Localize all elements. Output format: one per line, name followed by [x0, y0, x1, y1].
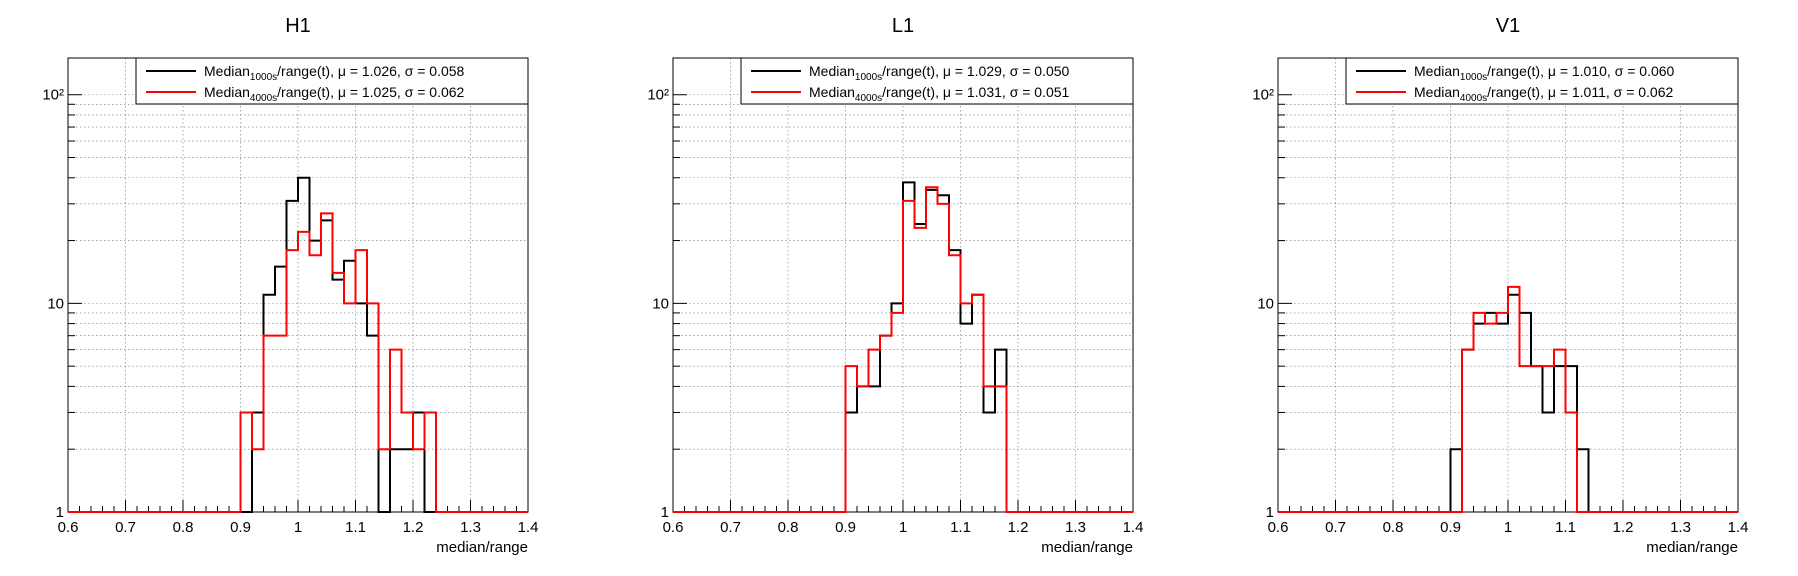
x-axis-ticks	[1277, 500, 1739, 512]
chart-title: L1	[892, 15, 914, 37]
x-tick-label: 1.2	[403, 519, 424, 536]
y-tick-label: 10²	[1252, 87, 1274, 104]
x-tick-label: 0.6	[58, 519, 79, 536]
x-tick-label: 1.3	[460, 519, 481, 536]
y-tick-label: 1	[56, 504, 64, 521]
histogram-series-4000s	[68, 212, 528, 513]
legend-box	[1345, 57, 1739, 105]
legend-box	[135, 57, 529, 105]
x-tick-label: 1.2	[1008, 519, 1029, 536]
legend-entry: Median4000s/range(t), μ = 1.025, σ = 0.0…	[204, 84, 465, 104]
x-tick-label: 0.6	[1268, 519, 1289, 536]
x-axis-label: median/range	[1041, 539, 1133, 556]
y-axis-ticks	[673, 94, 687, 513]
y-tick-label: 1	[1266, 504, 1274, 521]
y-axis-ticks	[1278, 94, 1292, 513]
x-tick-label: 0.9	[1440, 519, 1461, 536]
legend: Median1000s/range(t), μ = 1.010, σ = 0.0…	[1345, 57, 1739, 105]
chart-title: H1	[285, 15, 311, 37]
x-tick-label: 1.4	[1728, 519, 1749, 536]
y-tick-label: 10	[652, 295, 669, 312]
grid-lines	[68, 58, 528, 512]
x-tick-label: 0.8	[173, 519, 194, 536]
x-axis-label: median/range	[1646, 539, 1738, 556]
histogram-series-1000s	[68, 176, 528, 513]
grid-lines	[1278, 58, 1738, 512]
chart-panel-h1: H1 0.6 0.7 0.8 0.9 1 1.1 1.2 1.3 1.4 1 10 10² median/…	[42, 15, 538, 556]
x-tick-label: 0.8	[778, 519, 799, 536]
y-axis-ticks	[68, 94, 82, 513]
y-tick-label: 10	[47, 295, 64, 312]
legend-entry: Median4000s/range(t), μ = 1.011, σ = 0.0…	[1414, 84, 1674, 104]
legend-entry: Median1000s/range(t), μ = 1.010, σ = 0.0…	[1414, 63, 1675, 83]
x-tick-label: 0.7	[1325, 519, 1346, 536]
x-tick-label: 0.9	[230, 519, 251, 536]
x-tick-label: 1.3	[1670, 519, 1691, 536]
legend-box	[740, 57, 1134, 105]
y-tick-label: 1	[661, 504, 669, 521]
x-tick-label: 1.4	[1123, 519, 1144, 536]
x-axis-label: median/range	[436, 539, 528, 556]
x-tick-label: 0.8	[1383, 519, 1404, 536]
chart-title: V1	[1496, 15, 1520, 37]
x-axis-ticks	[67, 500, 529, 512]
histogram-series-4000s	[1278, 285, 1738, 513]
y-tick-label: 10²	[647, 87, 669, 104]
x-tick-label: 1	[294, 519, 302, 536]
x-tick-label: 1.1	[950, 519, 971, 536]
chart-panel-l1: L1 0.6 0.7 0.8 0.9 1 1.1 1.2 1.3 1.4 1 10 10² median/…	[647, 15, 1143, 556]
histogram-series-4000s	[673, 186, 1133, 513]
x-tick-label: 0.7	[720, 519, 741, 536]
legend-entry: Median4000s/range(t), μ = 1.031, σ = 0.0…	[809, 84, 1070, 104]
x-tick-label: 1	[1504, 519, 1512, 536]
legend: Median1000s/range(t), μ = 1.026, σ = 0.0…	[135, 57, 529, 105]
legend: Median1000s/range(t), μ = 1.029, σ = 0.0…	[740, 57, 1134, 105]
x-tick-label: 1.1	[345, 519, 366, 536]
legend-entry: Median1000s/range(t), μ = 1.029, σ = 0.0…	[809, 63, 1070, 83]
x-tick-label: 0.6	[663, 519, 684, 536]
x-tick-label: 0.9	[835, 519, 856, 536]
x-axis-ticks	[672, 500, 1134, 512]
x-tick-label: 1	[899, 519, 907, 536]
x-tick-label: 1.1	[1555, 519, 1576, 536]
x-tick-label: 1.4	[518, 519, 539, 536]
chart-panel-v1: V1 0.6 0.7 0.8 0.9 1 1.1 1.2 1.3 1.4 1 10 10² median/…	[1252, 15, 1748, 556]
y-tick-label: 10²	[42, 87, 64, 104]
y-tick-label: 10	[1257, 295, 1274, 312]
legend-entry: Median1000s/range(t), μ = 1.026, σ = 0.0…	[204, 63, 465, 83]
x-tick-label: 1.3	[1065, 519, 1086, 536]
x-tick-label: 1.2	[1613, 519, 1634, 536]
x-tick-label: 0.7	[115, 519, 136, 536]
